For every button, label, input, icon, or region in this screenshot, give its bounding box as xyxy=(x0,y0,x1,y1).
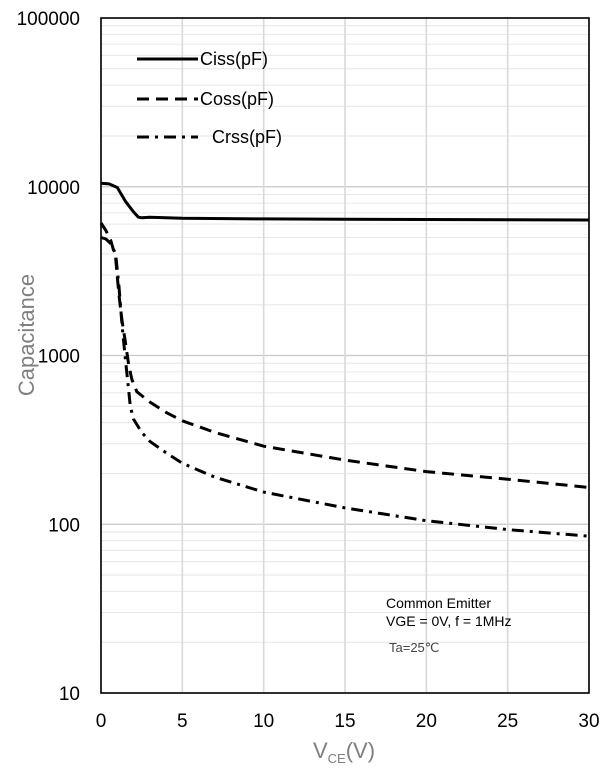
y-tick-label: 100 xyxy=(48,515,80,536)
series-line-crss xyxy=(100,236,590,538)
x-tick-label: 20 xyxy=(416,711,437,732)
legend-label-coss: Coss(pF) xyxy=(200,89,274,109)
y-axis-title: Capacitance xyxy=(14,274,39,396)
x-tick-label: 15 xyxy=(334,711,355,732)
legend-label-ciss: Ciss(pF) xyxy=(200,49,268,69)
y-tick-label: 10000 xyxy=(27,178,80,199)
legend: Ciss(pF) Coss(pF) Crss(pF) xyxy=(137,49,282,147)
y-tick-label: 1000 xyxy=(38,347,80,368)
y-tick-label: 100000 xyxy=(17,9,80,30)
x-tick-label: 30 xyxy=(578,711,599,732)
annotation-common-emitter: Common Emitter xyxy=(386,595,491,611)
y-tick-labels: 10 100 1000 10000 100000 xyxy=(17,9,80,705)
x-tick-label: 10 xyxy=(253,711,274,732)
y-tick-label: 10 xyxy=(59,684,80,705)
x-axis-title-unit: (V) xyxy=(346,738,375,763)
series-line-coss xyxy=(99,222,590,489)
series-line-ciss xyxy=(100,181,590,222)
x-tick-labels: 0 5 10 15 20 25 30 xyxy=(96,711,600,732)
annotation-temperature: Ta=25℃ xyxy=(389,640,439,655)
x-axis-title-sub: CE xyxy=(328,751,346,766)
x-tick-label: 0 xyxy=(96,711,107,732)
x-axis-title-main: V xyxy=(313,738,328,763)
legend-label-crss: Crss(pF) xyxy=(212,127,282,147)
plot-frame xyxy=(100,17,590,694)
x-axis-title: VCE(V) xyxy=(313,738,375,766)
annotation-conditions: VGE = 0V, f = 1MHz xyxy=(386,613,512,629)
annotation-block: Common Emitter VGE = 0V, f = 1MHz Ta=25℃ xyxy=(386,595,512,655)
series-layer xyxy=(99,181,590,538)
x-tick-label: 25 xyxy=(497,711,518,732)
x-tick-label: 5 xyxy=(177,711,188,732)
